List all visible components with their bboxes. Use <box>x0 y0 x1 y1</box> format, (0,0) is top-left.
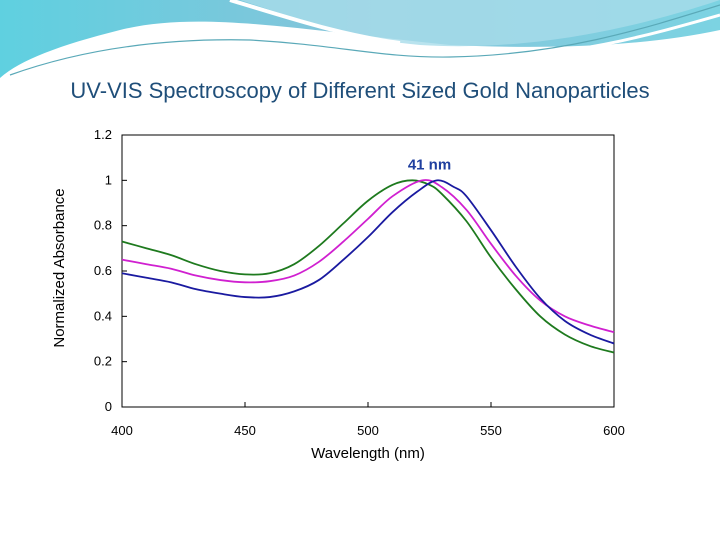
slide-title: UV-VIS Spectroscopy of Different Sized G… <box>70 78 650 103</box>
y-tick-label: 0.8 <box>94 218 112 233</box>
y-tick-label: 0.2 <box>94 354 112 369</box>
x-tick-label: 400 <box>111 423 133 438</box>
annotation-41nm: 41 nm <box>408 156 451 173</box>
x-tick-label: 500 <box>357 423 379 438</box>
y-tick-label: 0.6 <box>94 263 112 278</box>
x-tick-label: 450 <box>234 423 256 438</box>
y-tick-label: 0.4 <box>94 308 112 323</box>
series-line-3 <box>121 179 615 345</box>
y-tick-label: 1.2 <box>94 127 112 142</box>
x-axis-label: Wavelength (nm) <box>311 445 425 462</box>
series-line-2 <box>121 179 615 334</box>
y-tick-label: 1 <box>105 172 112 187</box>
y-axis-label: Normalized Absorbance <box>51 188 68 347</box>
y-tick-label: 0 <box>105 399 112 414</box>
x-tick-label: 550 <box>480 423 502 438</box>
plot-area <box>121 134 615 408</box>
header-wave-decoration <box>0 0 720 82</box>
x-tick-label: 600 <box>603 423 625 438</box>
series-line-1 <box>121 179 615 354</box>
